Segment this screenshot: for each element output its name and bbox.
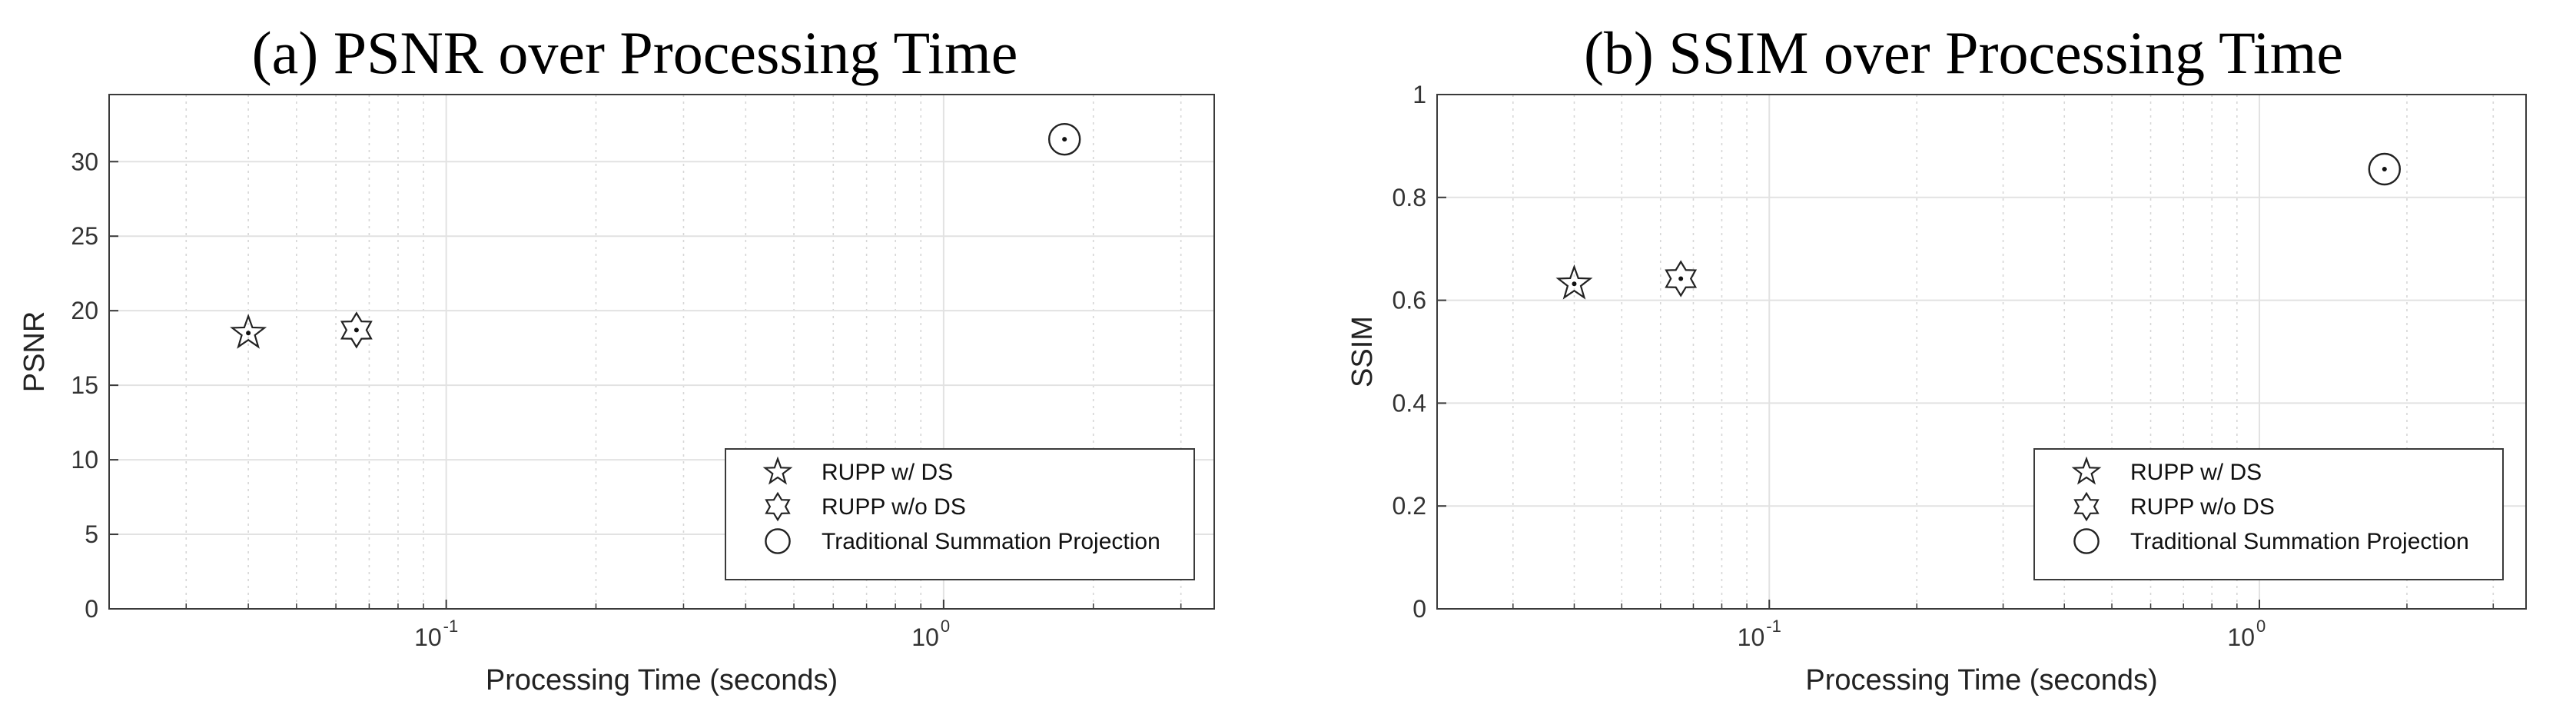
- y-tick-label: 30: [71, 148, 98, 175]
- x-tick-exponent: -1: [1766, 617, 1781, 636]
- y-tick-label: 1: [1412, 81, 1426, 108]
- x-tick-base: 10: [414, 623, 442, 651]
- legend-marker-hexagram: [2073, 491, 2100, 522]
- legend-label: RUPP w/ DS: [822, 460, 953, 485]
- x-tick-base: 10: [2227, 623, 2255, 651]
- data-point-hexagram: [1665, 260, 1698, 298]
- hexagram-marker: [765, 491, 791, 522]
- x-tick-label: 10 -1: [1738, 617, 1781, 651]
- legend-marker-hexagram: [765, 491, 791, 522]
- legend-item: RUPP w/ DS: [2071, 456, 2262, 485]
- axes-box: [108, 94, 1215, 610]
- circle-marker: [2368, 152, 2402, 186]
- legend-label: Traditional Summation Projection: [822, 529, 1160, 554]
- pentagram-marker: [1555, 264, 1593, 300]
- chart-title: (b) SSIM over Processing Time: [1584, 19, 2343, 86]
- x-axis-label: Processing Time (seconds): [486, 664, 838, 696]
- legend-item: Traditional Summation Projection: [765, 528, 1160, 554]
- data-point-center: [1678, 276, 1684, 281]
- x-tick-label: 10 0: [911, 617, 950, 651]
- hexagram-marker: [2073, 491, 2100, 522]
- data-point-pentagram: [1555, 264, 1593, 300]
- legend-label: RUPP w/ DS: [2130, 460, 2262, 485]
- legend-marker-circle: [2073, 528, 2100, 554]
- data-point-center: [354, 327, 359, 333]
- minor-grid: [1512, 95, 2495, 609]
- data-point-center: [1572, 281, 1577, 287]
- legend-label: RUPP w/o DS: [822, 494, 966, 520]
- x-tick-base: 10: [911, 623, 939, 651]
- data-point-center: [1062, 137, 1067, 142]
- data-points: [230, 122, 1081, 349]
- legend-box: [2033, 448, 2504, 580]
- legend-label: RUPP w/o DS: [2130, 494, 2275, 520]
- y-tick-label: 25: [71, 222, 98, 250]
- axes-box: [1436, 94, 2527, 610]
- data-point-center: [246, 331, 251, 336]
- x-axis-label: Processing Time (seconds): [1805, 664, 2157, 696]
- pentagram-marker: [2071, 456, 2102, 485]
- legend-marker-circle: [765, 528, 791, 554]
- circle-marker: [1047, 122, 1081, 156]
- legend-label: Traditional Summation Projection: [2130, 529, 2469, 554]
- x-tick-label: 10 0: [2227, 617, 2266, 651]
- y-tick-label: 0: [1412, 595, 1426, 623]
- legend-item: Traditional Summation Projection: [2073, 528, 2469, 554]
- hexagram-marker: [340, 311, 373, 349]
- hexagram-marker: [1665, 260, 1698, 298]
- data-point-center: [2382, 167, 2387, 172]
- data-points: [1555, 152, 2402, 300]
- y-tick-label: 10: [71, 446, 98, 474]
- chart-title: (a) PSNR over Processing Time: [252, 19, 1018, 86]
- legend-item: RUPP w/o DS: [765, 491, 966, 522]
- x-axis: 10 -1 10 0: [185, 600, 1182, 651]
- minor-grid: [185, 95, 1182, 609]
- x-tick-exponent: 0: [941, 617, 950, 636]
- y-axis: 0 5 10 15 20 25 30: [71, 148, 118, 623]
- y-tick-label: 20: [71, 297, 98, 324]
- circle-marker: [2073, 528, 2100, 554]
- x-tick-base: 10: [1738, 623, 1765, 651]
- y-tick-label: 0: [85, 595, 98, 623]
- legend-marker-pentagram: [762, 456, 793, 485]
- x-tick-exponent: -1: [443, 617, 459, 636]
- y-tick-label: 0.2: [1393, 492, 1426, 520]
- circle-marker: [765, 528, 791, 554]
- data-point-circle: [2368, 152, 2402, 186]
- x-tick-label: 10 -1: [414, 617, 458, 651]
- legend: RUPP w/ DS RUPP w/o DS Traditional Summati…: [2033, 448, 2504, 580]
- y-axis-label: SSIM: [1346, 316, 1379, 387]
- legend: RUPP w/ DS RUPP w/o DS Traditional Summati…: [725, 448, 1195, 580]
- legend-item: RUPP w/ DS: [762, 456, 953, 485]
- data-point-hexagram: [340, 311, 373, 349]
- y-tick-label: 0.4: [1393, 389, 1426, 417]
- legend-box: [725, 448, 1195, 580]
- legend-item: RUPP w/o DS: [2073, 491, 2275, 522]
- y-tick-label: 15: [71, 371, 98, 399]
- legend-marker-pentagram: [2071, 456, 2102, 485]
- y-axis-label: PSNR: [18, 311, 51, 393]
- data-point-pentagram: [230, 314, 267, 349]
- y-axis: 0 0.2 0.4 0.6 0.8 1: [1393, 81, 1446, 623]
- y-tick-label: 0.8: [1393, 184, 1426, 211]
- x-tick-exponent: 0: [2256, 617, 2266, 636]
- x-axis: 10 -1 10 0: [1512, 600, 2495, 651]
- y-tick-label: 0.6: [1393, 287, 1426, 314]
- pentagram-marker: [762, 456, 793, 485]
- y-tick-label: 5: [85, 520, 98, 548]
- data-point-circle: [1047, 122, 1081, 156]
- pentagram-marker: [230, 314, 267, 349]
